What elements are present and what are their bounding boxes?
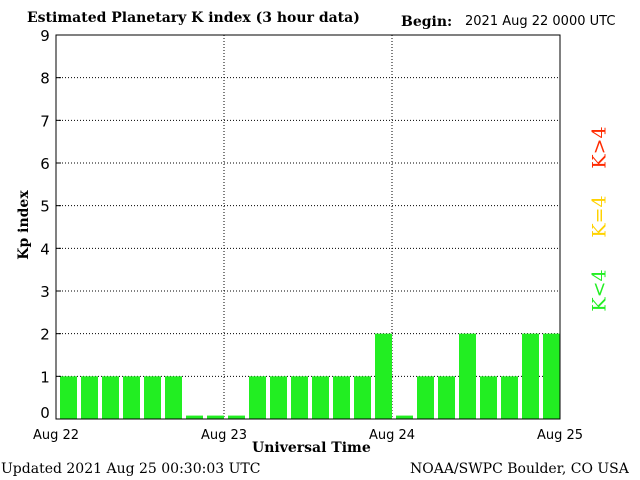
y-tick-label: 8 [40, 70, 50, 88]
kp-bar [438, 376, 455, 419]
kp-bar [123, 376, 140, 419]
kp-bar [459, 333, 476, 419]
kp-bar [81, 376, 98, 419]
plot-frame [55, 34, 561, 420]
kp-bar [291, 376, 308, 419]
kp-bar [522, 333, 539, 419]
kp-bar [165, 376, 182, 419]
x-tick-labels: Aug 22 Aug 23 Aug 24 Aug 25 [33, 428, 583, 443]
x-tick-label: Aug 24 [369, 428, 415, 443]
kp-bar [270, 376, 287, 419]
kp-bar [228, 415, 245, 419]
begin-value: 2021 Aug 22 0000 UTC [465, 14, 616, 29]
kp-bar [333, 376, 350, 419]
legend-k-equal-4: K=4 [588, 195, 611, 238]
y-axis-label: Kp index [16, 190, 32, 260]
y-tick-labels: 0 1 2 3 4 5 6 7 8 9 [40, 27, 61, 422]
updated-timestamp: Updated 2021 Aug 25 00:30:03 UTC [1, 461, 261, 477]
y-tick-label: 0 [40, 404, 50, 422]
x-tick-label: Aug 23 [201, 428, 247, 443]
x-tick-label: Aug 22 [33, 428, 79, 443]
kp-bar [501, 376, 518, 419]
data-source: NOAA/SWPC Boulder, CO USA [410, 461, 629, 477]
kp-bar [375, 333, 392, 419]
legend-k-greater-4: K>4 [588, 126, 611, 169]
kp-bar [354, 376, 371, 419]
kp-bar [144, 376, 161, 419]
y-tick-label: 6 [40, 155, 50, 173]
y-tick-label: 1 [40, 368, 50, 386]
kp-bar [249, 376, 266, 419]
kp-bar [60, 376, 77, 419]
chart-title: Estimated Planetary K index (3 hour data… [27, 10, 360, 26]
kp-bar [480, 376, 497, 419]
legend-k-less-4: K<4 [588, 269, 611, 312]
kp-bar [102, 376, 119, 419]
plot-area [56, 35, 560, 419]
kp-bar [543, 333, 560, 419]
y-tick-label: 2 [40, 326, 50, 344]
x-tick-label: Aug 25 [537, 428, 583, 443]
kp-bar [417, 376, 434, 419]
kp-bar [186, 415, 203, 419]
kp-bar [312, 376, 329, 419]
y-tick-label: 7 [40, 112, 50, 130]
y-tick-label: 4 [40, 240, 50, 258]
kp-bars [60, 333, 560, 419]
y-tick-label: 9 [40, 27, 50, 45]
kp-bar [396, 415, 413, 419]
y-tick-label: 5 [40, 198, 50, 216]
kp-bar [207, 415, 224, 419]
x-axis-label: Universal Time [252, 440, 371, 456]
begin-label: Begin: [401, 14, 453, 30]
y-tick-label: 3 [40, 283, 50, 301]
